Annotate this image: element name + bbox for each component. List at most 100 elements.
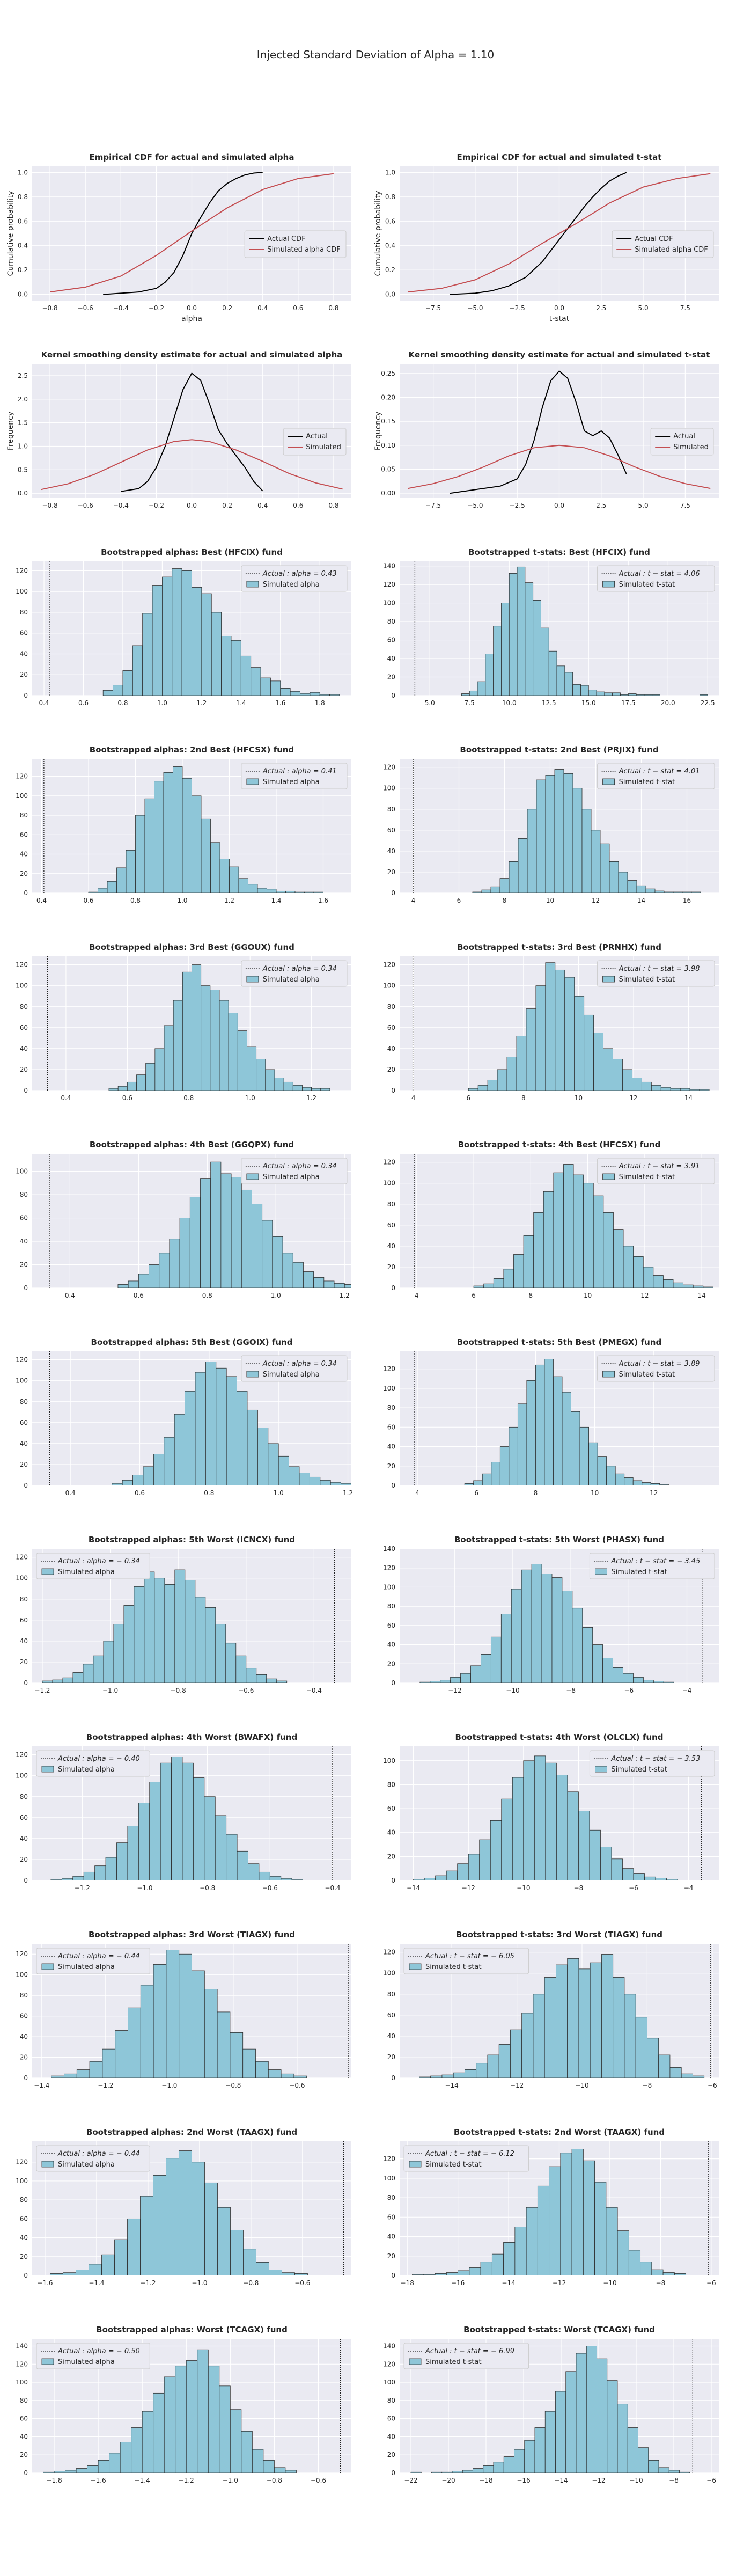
legend-label: Actual CDF bbox=[635, 235, 673, 243]
histogram-bar bbox=[248, 884, 258, 893]
x-tick-label: −6 bbox=[706, 2279, 716, 2287]
legend-actual-label: Actual : t − stat = − 3.53 bbox=[610, 1755, 700, 1763]
histogram-bar bbox=[221, 636, 232, 696]
y-tick-label: 1.0 bbox=[18, 443, 28, 450]
histogram-bar bbox=[267, 889, 277, 893]
histogram-bar bbox=[163, 772, 173, 893]
histogram-bar bbox=[636, 885, 646, 893]
histogram-bar bbox=[680, 1088, 690, 1091]
y-tick-label: 0 bbox=[391, 889, 395, 897]
x-tick-label: 0.8 bbox=[117, 699, 128, 707]
histogram-bar bbox=[699, 1089, 710, 1091]
x-tick-label: 1.0 bbox=[271, 1292, 281, 1299]
histogram-bar bbox=[549, 2166, 561, 2275]
histogram-bar bbox=[164, 1025, 174, 1091]
histogram-bar bbox=[555, 2391, 566, 2473]
histogram-bar bbox=[562, 1392, 571, 1485]
y-tick-label: 100 bbox=[383, 2175, 395, 2182]
x-tick-label: −0.6 bbox=[262, 1884, 278, 1892]
legend-hist-swatch bbox=[409, 1963, 422, 1970]
x-tick-label: −16 bbox=[451, 2279, 465, 2287]
histogram-bar bbox=[663, 1279, 674, 1288]
histogram-bar bbox=[323, 1280, 335, 1288]
histogram-bar bbox=[613, 1667, 623, 1683]
x-tick-label: −1.4 bbox=[34, 2082, 49, 2089]
histogram-bar bbox=[633, 1256, 644, 1288]
y-tick-label: 120 bbox=[383, 1949, 395, 1956]
histogram-bar bbox=[172, 568, 182, 696]
legend-hist-label: Simulated alpha bbox=[263, 1173, 320, 1181]
hist-4th-best-alpha-svg: Bootstrapped alphas: 4th Best (GGQPX) fu… bbox=[16, 1140, 351, 1299]
x-tick-label: −0.8 bbox=[171, 1687, 186, 1694]
legend-actual-label: Actual : alpha = 0.34 bbox=[262, 1162, 337, 1170]
y-tick-label: 140 bbox=[383, 562, 395, 570]
y-tick-label: 80 bbox=[20, 1992, 28, 1999]
histogram-bar bbox=[138, 1274, 149, 1288]
x-tick-label: −0.8 bbox=[42, 304, 57, 312]
y-tick-label: 0.0 bbox=[18, 489, 28, 497]
legend-actual-label: Actual : t − stat = 3.89 bbox=[619, 1360, 700, 1368]
y-tick-label: 80 bbox=[20, 1003, 28, 1011]
legend-actual-label: Actual : t − stat = 4.01 bbox=[619, 767, 700, 775]
histogram-bar bbox=[465, 2069, 477, 2078]
hist-worst-tstat-svg: Bootstrapped t-stats: Worst (TCAGX) fund… bbox=[383, 2325, 719, 2484]
histogram-bar bbox=[461, 693, 470, 696]
y-tick-label: 20 bbox=[387, 1263, 395, 1271]
y-tick-label: 0.0 bbox=[18, 291, 28, 298]
y-tick-label: 1.5 bbox=[18, 419, 28, 427]
x-tick-label: 0.4 bbox=[257, 502, 268, 509]
hist-2nd-worst-tstat-chart: Bootstrapped t-stats: 2nd Worst (TAAGX) … bbox=[376, 2124, 719, 2317]
histogram-bar bbox=[241, 2431, 253, 2473]
y-tick-label: 40 bbox=[20, 2433, 28, 2440]
histogram-bar bbox=[248, 1863, 260, 1880]
y-tick-label: 20 bbox=[20, 1658, 28, 1666]
y-tick-label: 20 bbox=[387, 1853, 395, 1860]
x-tick-label: 8 bbox=[534, 1489, 538, 1497]
chart-title: Bootstrapped alphas: 2nd Worst (TAAGX) f… bbox=[86, 2127, 297, 2137]
histogram-bar bbox=[526, 1008, 536, 1091]
histogram-bar bbox=[545, 775, 555, 893]
x-tick-label: −0.2 bbox=[149, 502, 164, 509]
x-tick-label: −8 bbox=[566, 1687, 576, 1694]
histogram-bar bbox=[655, 1878, 667, 1880]
histogram-bar bbox=[543, 1191, 554, 1288]
chart-title: Bootstrapped t-stats: Best (HFCIX) fund bbox=[468, 547, 650, 557]
histogram-bar bbox=[225, 1643, 237, 1683]
histogram-bar bbox=[93, 1655, 104, 1683]
hist-worst-alpha-chart: Bootstrapped alphas: Worst (TCAGX) fund −… bbox=[8, 2322, 351, 2515]
hist-5th-worst-tstat-chart: Bootstrapped t-stats: 5th Worst (PHASX) … bbox=[376, 1532, 719, 1725]
histogram-bar bbox=[633, 1677, 644, 1683]
y-tick-label: 0 bbox=[24, 1087, 28, 1094]
y-axis-label: Frequency bbox=[374, 412, 382, 450]
legend-box bbox=[403, 2145, 529, 2172]
histogram-bar bbox=[571, 2149, 584, 2275]
y-tick-label: 100 bbox=[16, 1772, 28, 1780]
legend-hist-swatch bbox=[602, 581, 615, 588]
x-tick-label: −6 bbox=[624, 1687, 634, 1694]
y-tick-label: 0 bbox=[24, 1679, 28, 1687]
histogram-bar bbox=[653, 1275, 664, 1288]
x-tick-label: −8 bbox=[643, 2082, 652, 2089]
x-tick-label: −0.8 bbox=[243, 2279, 259, 2287]
histogram-bar bbox=[460, 1673, 471, 1683]
histogram-bar bbox=[435, 1875, 447, 1880]
histogram-bar bbox=[215, 1815, 227, 1880]
histogram-bar bbox=[628, 2250, 641, 2275]
x-tick-label: 12 bbox=[592, 897, 600, 904]
legend-box bbox=[283, 428, 347, 456]
histogram-bar bbox=[423, 2274, 436, 2275]
chart-title: Kernel smoothing density estimate for ac… bbox=[409, 350, 710, 360]
histogram-bar bbox=[638, 2447, 649, 2473]
hist-5th-best-alpha-svg: Bootstrapped alphas: 5th Best (GGOIX) fu… bbox=[16, 1337, 353, 1497]
histogram-bar bbox=[247, 1409, 258, 1485]
legend-label: Simulated alpha CDF bbox=[635, 246, 708, 254]
histogram-bar bbox=[606, 2207, 618, 2275]
histogram-bar bbox=[192, 1970, 205, 2078]
y-tick-label: 20 bbox=[20, 2054, 28, 2061]
y-tick-label: 60 bbox=[20, 2012, 28, 2020]
x-tick-label: 14 bbox=[637, 897, 645, 904]
plot-marks bbox=[49, 561, 340, 696]
y-tick-label: 20 bbox=[387, 2451, 395, 2458]
legend-hist-label: Simulated t-stat bbox=[619, 1173, 675, 1181]
histogram-bar bbox=[149, 1782, 161, 1880]
